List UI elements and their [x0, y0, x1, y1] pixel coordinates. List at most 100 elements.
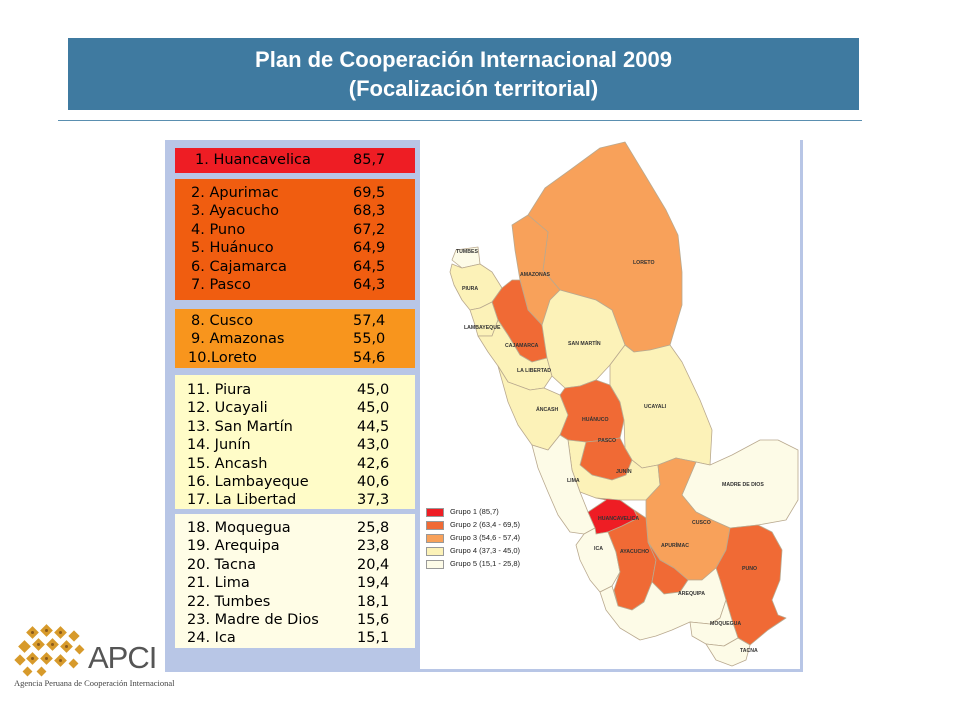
region-index: 57,4: [353, 313, 386, 329]
title-line-1: Plan de Cooperación Internacional 2009: [255, 47, 672, 72]
ranking-row: 5. Huánuco 64,9: [175, 239, 415, 257]
title-divider: [58, 120, 862, 121]
region-ica: [575, 527, 621, 593]
legend-swatch: [426, 508, 444, 517]
legend-label: Grupo 2 (63,4 - 69,5): [450, 520, 521, 529]
region-name: 5. Huánuco: [191, 240, 274, 257]
ranking-row: 19. Arequipa 23,8: [175, 537, 415, 555]
map-label-pasco: PASCO: [598, 438, 616, 444]
region-name: 8. Cusco: [191, 313, 254, 329]
map-label-tacna: TACNA: [740, 648, 758, 654]
legend-swatch: [426, 534, 444, 543]
map-label-madre-de-dios: MADRE DE DIOS: [722, 482, 764, 488]
map-label-amazonas: AMAZONAS: [520, 272, 551, 278]
region-tacna: [705, 637, 751, 667]
region-arequipa: [599, 567, 727, 641]
region-index: 40,6: [357, 473, 390, 490]
map-label-piura: PIURA: [462, 286, 478, 292]
legend-item: Grupo 2 (63,4 - 69,5): [424, 519, 604, 532]
region-index: 45,0: [357, 382, 390, 398]
ranking-row: 22. Tumbes 18,1: [175, 593, 415, 611]
region-name: 14. Junín: [187, 437, 251, 454]
region-name: 10.Loreto: [188, 349, 257, 366]
map-label-lima: LIMA: [567, 478, 580, 484]
ranking-row: 12. Ucayali 45,0: [175, 399, 415, 417]
map-legend: Grupo 1 (85,7) Grupo 2 (63,4 - 69,5) Gru…: [424, 506, 604, 571]
ranking-row: 9. Amazonas 55,0: [175, 330, 415, 348]
map-label-ayacucho: AYACUCHO: [620, 549, 649, 555]
title-line-2: (Focalización territorial): [348, 76, 599, 101]
logo-subtitle: Agencia Peruana de Cooperación Internaci…: [14, 678, 175, 688]
legend-label: Grupo 5 (15,1 - 25,8): [450, 559, 521, 568]
region-index: 37,3: [357, 492, 390, 509]
apci-logo-icon: [14, 624, 85, 677]
ranking-row: 21. Lima 19,4: [175, 574, 415, 592]
map-label-san-martin: SAN MARTÍN: [568, 339, 601, 347]
map-label-tumbes: TUMBES: [456, 249, 478, 255]
ranking-row: 14. Junín 43,0: [175, 436, 415, 454]
map-label-apurimac: APURÍMAC: [661, 541, 689, 549]
region-name: 2. Apurimac: [191, 185, 279, 201]
region-index: 18,1: [357, 593, 390, 610]
ranking-row: 11. Piura 45,0: [175, 381, 415, 399]
map-label-ucayali: UCAYALI: [644, 404, 667, 410]
legend-label: Grupo 4 (37,3 - 45,0): [450, 546, 521, 555]
region-name: 18. Moquegua: [187, 520, 291, 536]
region-name: 17. La Libertad: [187, 492, 297, 509]
legend-item: Grupo 3 (54,6 - 57,4): [424, 532, 604, 545]
map-label-huancavelica: HUANCAVELICA: [598, 516, 639, 522]
region-index: 67,2: [353, 221, 386, 238]
region-name: 3. Ayacucho: [191, 203, 280, 220]
region-index: 15,1: [357, 630, 390, 647]
map-label-ica: ICA: [594, 546, 603, 552]
region-name: 9. Amazonas: [191, 331, 285, 348]
group-1-box: 1. Huancavelica 85,7: [175, 148, 415, 173]
legend-label: Grupo 3 (54,6 - 57,4): [450, 533, 521, 542]
ranking-row: 20. Tacna 20,4: [175, 556, 415, 574]
ranking-row: 16. Lambayeque 40,6: [175, 473, 415, 491]
map-label-lambayeque: LAMBAYEQUE: [464, 325, 501, 331]
region-index: 85,7: [353, 152, 386, 168]
map-label-ancash: ÁNCASH: [536, 406, 558, 413]
region-index: 64,9: [353, 240, 386, 257]
region-index: 55,0: [353, 331, 386, 348]
ranking-row: 10.Loreto 54,6: [175, 349, 415, 367]
region-name: 16. Lambayeque: [187, 473, 309, 490]
region-name: 19. Arequipa: [187, 538, 280, 555]
region-name: 13. San Martín: [187, 418, 293, 435]
legend-swatch: [426, 547, 444, 556]
ranking-row: 1. Huancavelica 85,7: [175, 151, 415, 169]
region-name: 7. Pasco: [191, 276, 251, 293]
region-index: 44,5: [357, 418, 390, 435]
legend-item: Grupo 1 (85,7): [424, 506, 604, 519]
region-index: 54,6: [353, 349, 386, 366]
map-label-puno: PUNO: [742, 566, 757, 572]
map-label-cajamarca: CAJAMARCA: [505, 343, 539, 349]
ranking-row: 8. Cusco 57,4: [175, 312, 415, 330]
region-index: 15,6: [357, 611, 390, 628]
region-index: 19,4: [357, 575, 390, 592]
legend-item: Grupo 4 (37,3 - 45,0): [424, 545, 604, 558]
region-index: 25,8: [357, 520, 390, 536]
region-index: 42,6: [357, 455, 390, 472]
group-2-box: 2. Apurimac 69,5 3. Ayacucho 68,3 4. Puno 6…: [175, 179, 415, 300]
region-name: 20. Tacna: [187, 556, 257, 573]
map-label-junin: JUNÍN: [616, 467, 632, 475]
region-name: 11. Piura: [187, 382, 252, 398]
legend-swatch: [426, 560, 444, 569]
map-label-loreto: LORETO: [633, 260, 655, 266]
region-name: 4. Puno: [191, 221, 246, 238]
logo-name: APCI: [88, 640, 157, 675]
ranking-row: 2. Apurimac 69,5: [175, 184, 415, 202]
region-name: 1. Huancavelica: [195, 152, 311, 168]
region-index: 45,0: [357, 400, 390, 417]
legend-swatch: [426, 521, 444, 530]
map-label-la-libertad: LA LIBERTAD: [517, 368, 551, 374]
ranking-row: 6. Cajamarca 64,5: [175, 258, 415, 276]
map-label-cusco: CUSCO: [692, 520, 711, 526]
ranking-row: 17. La Libertad 37,3: [175, 491, 415, 509]
region-junin: [567, 439, 661, 501]
region-index: 23,8: [357, 538, 390, 555]
region-name: 21. Lima: [187, 575, 250, 592]
region-name: 6. Cajamarca: [191, 258, 287, 275]
